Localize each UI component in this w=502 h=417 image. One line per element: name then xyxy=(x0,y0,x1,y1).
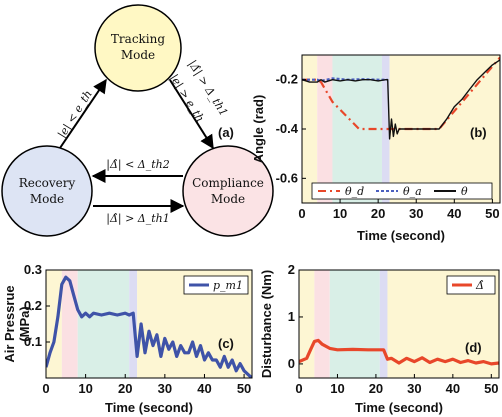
edge-label-rec-to-comp: |Δ̂| > Δ_th1 xyxy=(106,212,170,226)
series-line-b-1 xyxy=(302,77,388,82)
x-tick-label-d-4: 40 xyxy=(446,381,460,396)
mode-band-b-3 xyxy=(381,55,390,203)
x-tick-label-d-1: 10 xyxy=(330,381,344,396)
y-tick-label-d-2: 0 xyxy=(288,356,295,371)
x-tick-label-b-5: 50 xyxy=(485,206,499,221)
node-recovery xyxy=(1,145,93,237)
x-tick-label-c-3: 30 xyxy=(158,381,172,396)
y-tick-label-c-1: 0.2 xyxy=(24,298,42,313)
x-tick-label-b-4: 40 xyxy=(447,206,461,221)
x-tick-label-c-5: 50 xyxy=(237,381,251,396)
legend-label-b-0: θ_d xyxy=(345,185,364,198)
y-tick-label-b-2: -0.6 xyxy=(276,170,298,185)
mode-band-d-2 xyxy=(329,270,380,378)
legend-label-b-1: θ_a xyxy=(403,185,422,198)
edge-label-comp-to-rec: |Δ̂| < Δ_th2 xyxy=(106,158,170,172)
panel-tag-d: (d) xyxy=(465,340,482,355)
y-tick-label-b-0: -0.2 xyxy=(276,72,298,87)
series-line-c-0 xyxy=(46,275,252,378)
y-axis-label-c: Air Pressrue xyxy=(2,285,17,362)
chart-air-pressure: 0 10 20 30 40 50 0.3 0.2 0.1 Time (second) Air Pre… xyxy=(2,262,253,415)
panel-tag-c: (c) xyxy=(218,336,234,351)
node-compliance xyxy=(182,145,274,237)
x-tick-label-c-2: 20 xyxy=(118,381,132,396)
node-compliance-line2: Mode xyxy=(211,192,245,206)
mode-band-b-1 xyxy=(317,55,333,203)
x-axis-label-b: Time (second) xyxy=(357,228,445,243)
edge-label-rec-to-track: |e| < e_th xyxy=(55,88,95,141)
panel-tag-b: (b) xyxy=(470,125,487,140)
node-recovery-line1: Recovery xyxy=(19,176,76,190)
x-tick-label-c-1: 10 xyxy=(78,381,92,396)
x-tick-label-b-1: 10 xyxy=(333,206,347,221)
arrow-recovery-to-tracking xyxy=(59,78,107,149)
x-tick-label-d-2: 20 xyxy=(369,381,383,396)
node-tracking xyxy=(94,4,182,92)
x-tick-label-b-2: 20 xyxy=(371,206,385,221)
y-axis-label-unit-c: (MPa) xyxy=(17,306,32,341)
node-tracking-line1: Tracking xyxy=(111,32,165,46)
mode-band-c-2 xyxy=(77,270,130,378)
x-tick-label-b-0: 0 xyxy=(298,206,305,221)
axes-frame-c xyxy=(45,269,253,379)
x-tick-label-d-5: 50 xyxy=(484,381,498,396)
axes-frame-d xyxy=(298,269,500,379)
legend-box-c xyxy=(183,275,249,295)
legend-box-b xyxy=(311,182,493,200)
x-tick-label-c-4: 40 xyxy=(197,381,211,396)
y-tick-label-d-1: 1 xyxy=(288,309,295,324)
arrow-tracking-to-compliance xyxy=(169,79,214,150)
x-tick-label-d-3: 30 xyxy=(407,381,421,396)
node-compliance-line1: Compliance xyxy=(192,176,264,190)
x-tick-label-c-0: 0 xyxy=(42,381,49,396)
x-tick-label-d-0: 0 xyxy=(295,381,302,396)
chart-angle: 0 10 20 30 40 50 -0.2 -0.4 -0.6 Time (second) Angl… xyxy=(251,54,501,243)
y-axis-label-b: Angle (rad) xyxy=(251,95,266,164)
x-axis-label-d: Time (second) xyxy=(355,400,443,415)
mode-band-d-3 xyxy=(379,270,388,378)
x-tick-label-b-3: 30 xyxy=(409,206,423,221)
node-tracking-line2: Mode xyxy=(121,48,155,62)
panel-tag-a: (a) xyxy=(218,125,234,140)
y-tick-label-d-0: 2 xyxy=(288,262,295,277)
series-line-b-2 xyxy=(302,59,500,140)
mode-diagram: Tracking Mode Recovery Mode Compliance M… xyxy=(1,4,274,237)
legend-label-b-2: θ xyxy=(461,185,468,198)
legend-label-c: p_m1 xyxy=(213,279,243,292)
x-axis-label-c: Time (second) xyxy=(105,400,193,415)
node-recovery-line2: Mode xyxy=(30,192,64,206)
y-axis-label-d: Disturbance (Nm) xyxy=(259,270,274,378)
mode-band-d-1 xyxy=(314,270,330,378)
mode-band-b-0 xyxy=(302,55,318,203)
y-tick-label-b-1: -0.4 xyxy=(276,121,299,136)
y-tick-label-c-2: 0.1 xyxy=(24,334,42,349)
series-line-d-0 xyxy=(299,338,499,366)
y-tick-label-c-0: 0.3 xyxy=(24,262,42,277)
legend-label-d: Δ̂ xyxy=(475,279,484,292)
